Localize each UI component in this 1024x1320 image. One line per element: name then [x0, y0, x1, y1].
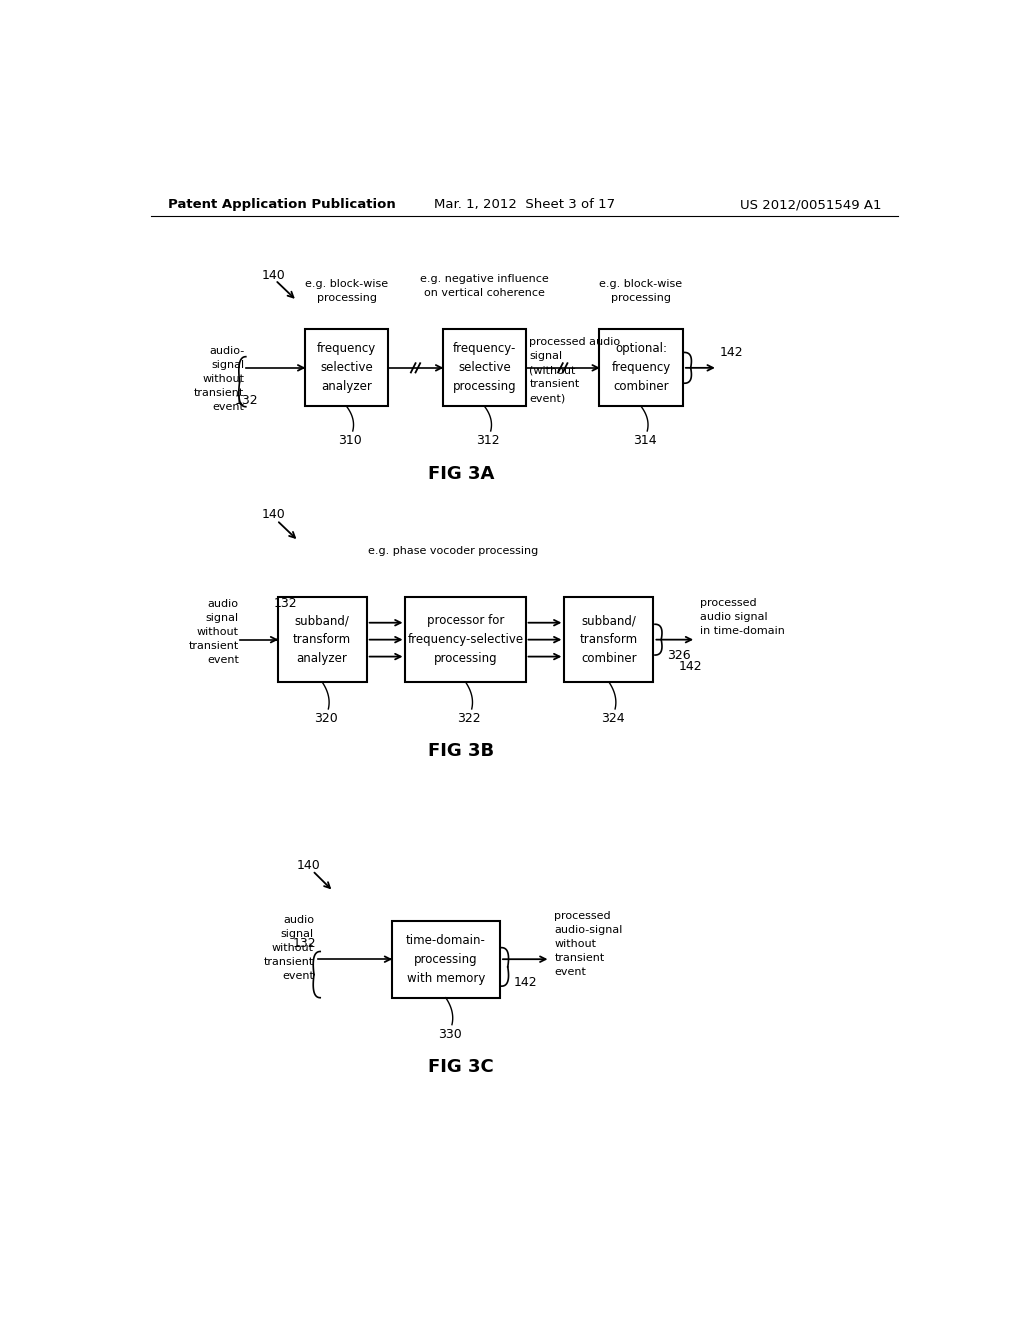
Bar	[564, 597, 653, 682]
Text: Patent Application Publication: Patent Application Publication	[168, 198, 396, 211]
Text: 322: 322	[458, 711, 481, 725]
Bar	[599, 330, 683, 407]
Text: e.g. negative influence
on vertical coherence: e.g. negative influence on vertical cohe…	[420, 273, 549, 298]
Text: e.g. block-wise
processing: e.g. block-wise processing	[305, 279, 388, 304]
Text: 132: 132	[273, 597, 297, 610]
Text: 314: 314	[633, 434, 656, 447]
Text: audio
signal
without
transient
event: audio signal without transient event	[264, 915, 314, 981]
Text: 324: 324	[601, 711, 625, 725]
Text: 320: 320	[314, 711, 338, 725]
Bar	[278, 597, 367, 682]
Text: 142: 142	[514, 975, 538, 989]
Text: processed
audio-signal
without
transient
event: processed audio-signal without transient…	[554, 911, 623, 977]
Text: 312: 312	[476, 434, 500, 447]
Text: processed audio
signal
(without
transient
event): processed audio signal (without transien…	[529, 337, 621, 403]
Text: 140: 140	[261, 508, 285, 521]
Text: optional:
frequency
combiner: optional: frequency combiner	[611, 342, 671, 393]
Text: processor for
frequency-selective
processing: processor for frequency-selective proces…	[408, 614, 523, 665]
Text: FIG 3A: FIG 3A	[428, 465, 495, 483]
Text: processed
audio signal
in time-domain: processed audio signal in time-domain	[700, 598, 784, 635]
Text: US 2012/0051549 A1: US 2012/0051549 A1	[739, 198, 882, 211]
Bar	[442, 330, 526, 407]
Bar	[391, 921, 500, 998]
Text: e.g. phase vocoder processing: e.g. phase vocoder processing	[369, 546, 539, 556]
Text: 142: 142	[678, 660, 701, 673]
Bar	[305, 330, 388, 407]
Text: 326: 326	[667, 648, 690, 661]
Text: subband/
transform
analyzer: subband/ transform analyzer	[293, 614, 351, 665]
Text: 132: 132	[234, 393, 259, 407]
Text: Mar. 1, 2012  Sheet 3 of 17: Mar. 1, 2012 Sheet 3 of 17	[434, 198, 615, 211]
Text: audio-
signal
without
transient
event: audio- signal without transient event	[194, 346, 245, 412]
Text: FIG 3B: FIG 3B	[428, 742, 495, 760]
Text: time-domain-
processing
with memory: time-domain- processing with memory	[406, 933, 485, 985]
Text: FIG 3C: FIG 3C	[428, 1059, 495, 1076]
Text: 140: 140	[297, 859, 321, 871]
Text: subband/
transform
combiner: subband/ transform combiner	[580, 614, 638, 665]
Text: audio
signal
without
transient
event: audio signal without transient event	[188, 599, 239, 665]
Text: e.g. block-wise
processing: e.g. block-wise processing	[599, 279, 683, 304]
Text: frequency-
selective
processing: frequency- selective processing	[453, 342, 516, 393]
Text: 142: 142	[720, 346, 743, 359]
Text: 330: 330	[437, 1028, 462, 1040]
Bar	[406, 597, 525, 682]
Text: 140: 140	[261, 269, 285, 282]
Text: 310: 310	[339, 434, 362, 447]
Text: 132: 132	[293, 937, 316, 950]
Text: frequency
selective
analyzer: frequency selective analyzer	[316, 342, 376, 393]
